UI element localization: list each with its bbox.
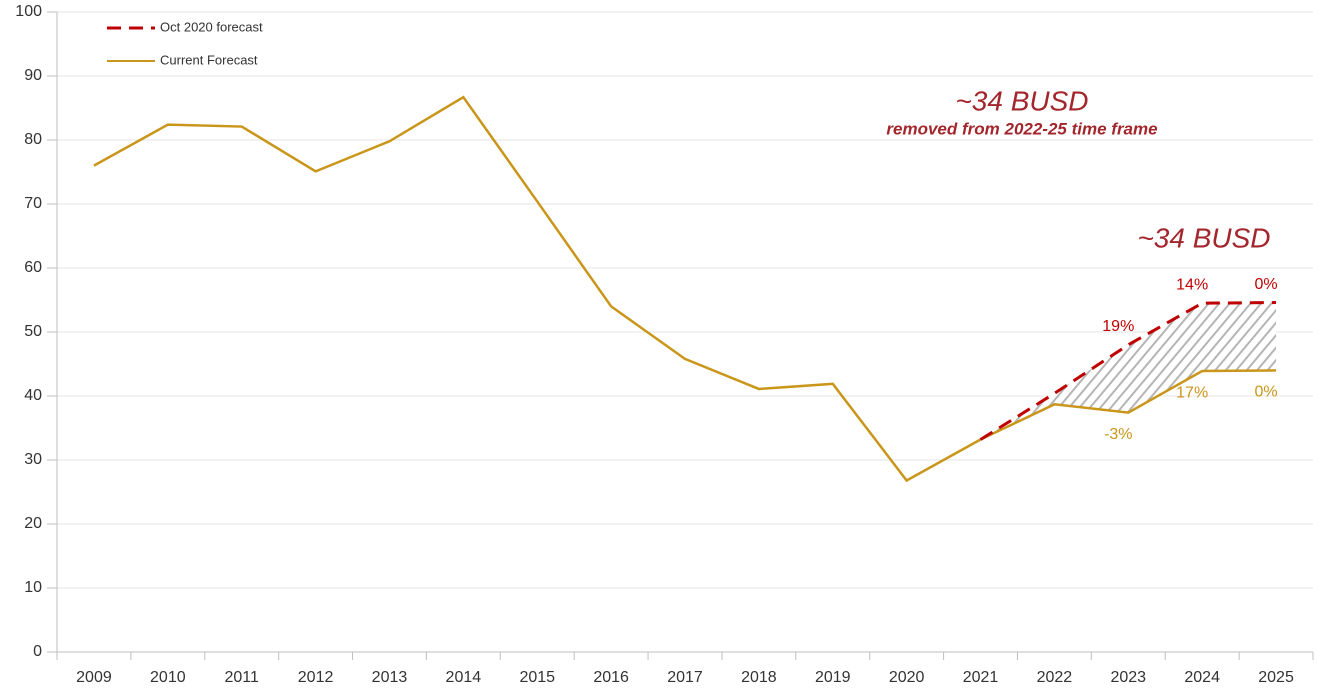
change-label: 0% [1254, 384, 1277, 401]
y-tick-label: 70 [24, 195, 42, 212]
y-tick-label: 0 [33, 643, 42, 660]
y-tick-label: 60 [24, 259, 42, 276]
y-tick-label: 40 [24, 387, 42, 404]
gap-area [980, 302, 1277, 440]
x-tick-label: 2016 [593, 669, 629, 686]
x-tick-label: 2024 [1184, 669, 1220, 686]
change-label: 19% [1102, 318, 1134, 335]
legend-label: Oct 2020 forecast [160, 19, 263, 34]
annotation: ~34 BUSD [1137, 222, 1270, 253]
x-tick-label: 2023 [1110, 669, 1146, 686]
annotation: removed from 2022-25 time frame [886, 119, 1157, 138]
y-tick-label: 50 [24, 323, 42, 340]
x-tick-label: 2018 [741, 669, 777, 686]
x-tick-label: 2009 [76, 669, 112, 686]
x-tick-label: 2010 [150, 669, 186, 686]
x-tick-label: 2021 [963, 669, 999, 686]
change-label: 17% [1176, 384, 1208, 401]
change-label: 14% [1176, 276, 1208, 293]
x-tick-label: 2019 [815, 669, 851, 686]
y-tick-label: 20 [24, 515, 42, 532]
x-tick-label: 2017 [667, 669, 703, 686]
x-tick-label: 2022 [1037, 669, 1073, 686]
x-tick-label: 2014 [446, 669, 482, 686]
series-line [93, 95, 1277, 483]
x-tick-label: 2011 [225, 669, 260, 686]
y-tick-label: 90 [24, 67, 42, 84]
change-label: -3% [1104, 426, 1132, 443]
x-tick-label: 2020 [889, 669, 925, 686]
y-tick-label: 30 [24, 451, 42, 468]
x-tick-label: 2025 [1258, 669, 1294, 686]
legend-label: Current Forecast [160, 52, 258, 67]
y-tick-label: 80 [24, 131, 42, 148]
change-label: 0% [1254, 276, 1277, 293]
y-tick-label: 10 [24, 579, 42, 596]
x-tick-label: 2015 [519, 669, 555, 686]
annotation: ~34 BUSD [955, 85, 1088, 116]
y-tick-label: 100 [15, 3, 42, 20]
x-tick-label: 2013 [372, 669, 408, 686]
x-tick-label: 2012 [298, 669, 334, 686]
